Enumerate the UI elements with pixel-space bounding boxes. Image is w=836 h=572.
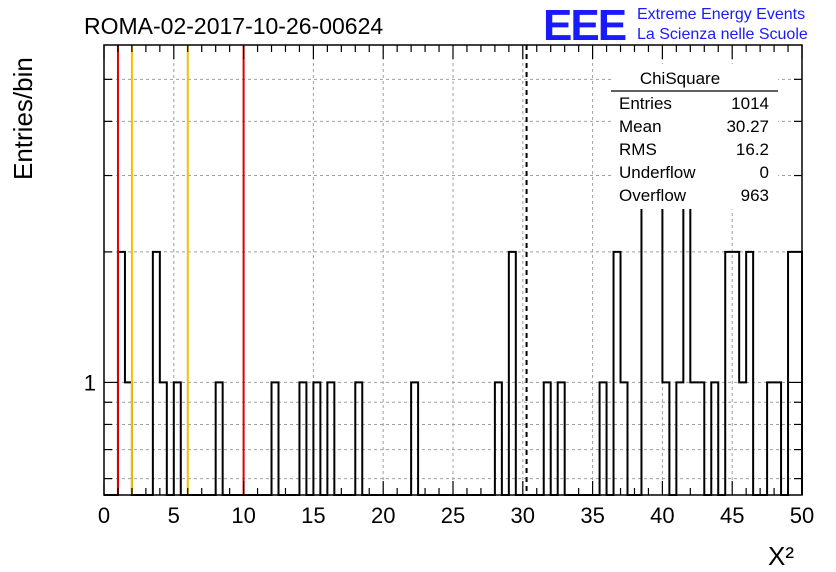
histogram-bin (272, 382, 279, 495)
chart-title: ROMA-02-2017-10-26-00624 (84, 13, 383, 39)
x-tick-label: 45 (720, 503, 744, 528)
axis-ticks (103, 45, 803, 495)
histogram-bin (411, 382, 418, 495)
histogram-bin (558, 382, 565, 495)
stats-row-value: 30.27 (726, 117, 769, 136)
histogram-bin (725, 252, 732, 495)
histogram-bin (355, 382, 362, 495)
x-tick-label: 30 (511, 503, 535, 528)
x-tick-label: 25 (441, 503, 465, 528)
histogram-bin (746, 252, 753, 495)
eee-logo: EEE Extreme Energy Events La Scienza nel… (543, 1, 808, 50)
histogram-bin (299, 382, 306, 495)
histogram-bin (683, 176, 690, 495)
histogram-bin (662, 382, 669, 495)
histogram-bin (153, 252, 160, 495)
stats-title: ChiSquare (640, 69, 720, 88)
stats-box: ChiSquare Entries 1014 Mean 30.27 RMS 16.2 Und… (611, 64, 778, 209)
stats-row-label: Underflow (619, 163, 696, 182)
histogram-bin (676, 382, 683, 495)
reference-lines (116, 45, 528, 495)
x-tick-label: 20 (371, 503, 395, 528)
histogram-bin (125, 382, 132, 495)
x-tick-label: 35 (580, 503, 604, 528)
stats-row-label: RMS (619, 140, 657, 159)
histogram-bin (509, 252, 516, 495)
stats-row-label: Mean (619, 117, 662, 136)
x-tick-label: 15 (301, 503, 325, 528)
stats-background (611, 64, 778, 209)
stats-row-value: 963 (741, 186, 769, 205)
x-tick-label: 10 (231, 503, 255, 528)
histogram-bin (621, 382, 628, 495)
x-axis-label: X² (768, 541, 794, 571)
stats-row-value: 16.2 (736, 140, 769, 159)
stats-row-value: 1014 (731, 94, 769, 113)
logo-letters: EEE (543, 1, 626, 50)
histogram-bin (739, 382, 746, 495)
stats-row-label: Overflow (619, 186, 687, 205)
histogram-bin (795, 252, 802, 495)
x-tick-label: 50 (790, 503, 814, 528)
histogram-bin (767, 382, 774, 495)
histogram-bin (774, 382, 781, 495)
y-axis-label: Entries/bin (8, 57, 38, 180)
stats-row-value: 0 (760, 163, 769, 182)
histogram-bin (600, 382, 607, 495)
histogram-bin (690, 382, 697, 495)
histogram-bin (732, 252, 739, 495)
stats-rows: Entries 1014 Mean 30.27 RMS 16.2 Underflow 0 Ove… (619, 94, 769, 205)
x-tick-label: 40 (650, 503, 674, 528)
histogram-bin (327, 382, 334, 495)
x-tick-label: 0 (98, 503, 110, 528)
x-tick-labels: 0 5 10 15 20 25 30 35 40 45 50 (98, 503, 814, 528)
logo-line-2: La Scienza nelle Scuole (637, 26, 808, 43)
y-tick-labels: 1 (84, 370, 96, 395)
histogram-bin (697, 382, 704, 495)
histogram-bin (313, 382, 320, 495)
histogram-bin (614, 252, 621, 495)
histogram-bin (544, 382, 551, 495)
logo-line-1: Extreme Energy Events (637, 6, 805, 23)
stats-row-label: Entries (619, 94, 672, 113)
histogram-bin (788, 252, 795, 495)
histogram-bin (648, 176, 655, 495)
x-tick-label: 5 (168, 503, 180, 528)
histogram-bin (160, 382, 167, 495)
histogram-bin (711, 382, 718, 495)
histogram-bin (216, 382, 223, 495)
histogram-bin (655, 176, 662, 495)
histogram-bin (118, 252, 125, 495)
histogram-bin (174, 382, 181, 495)
y-tick-label: 1 (84, 370, 96, 395)
grid (104, 45, 802, 495)
histogram-bin (495, 382, 502, 495)
